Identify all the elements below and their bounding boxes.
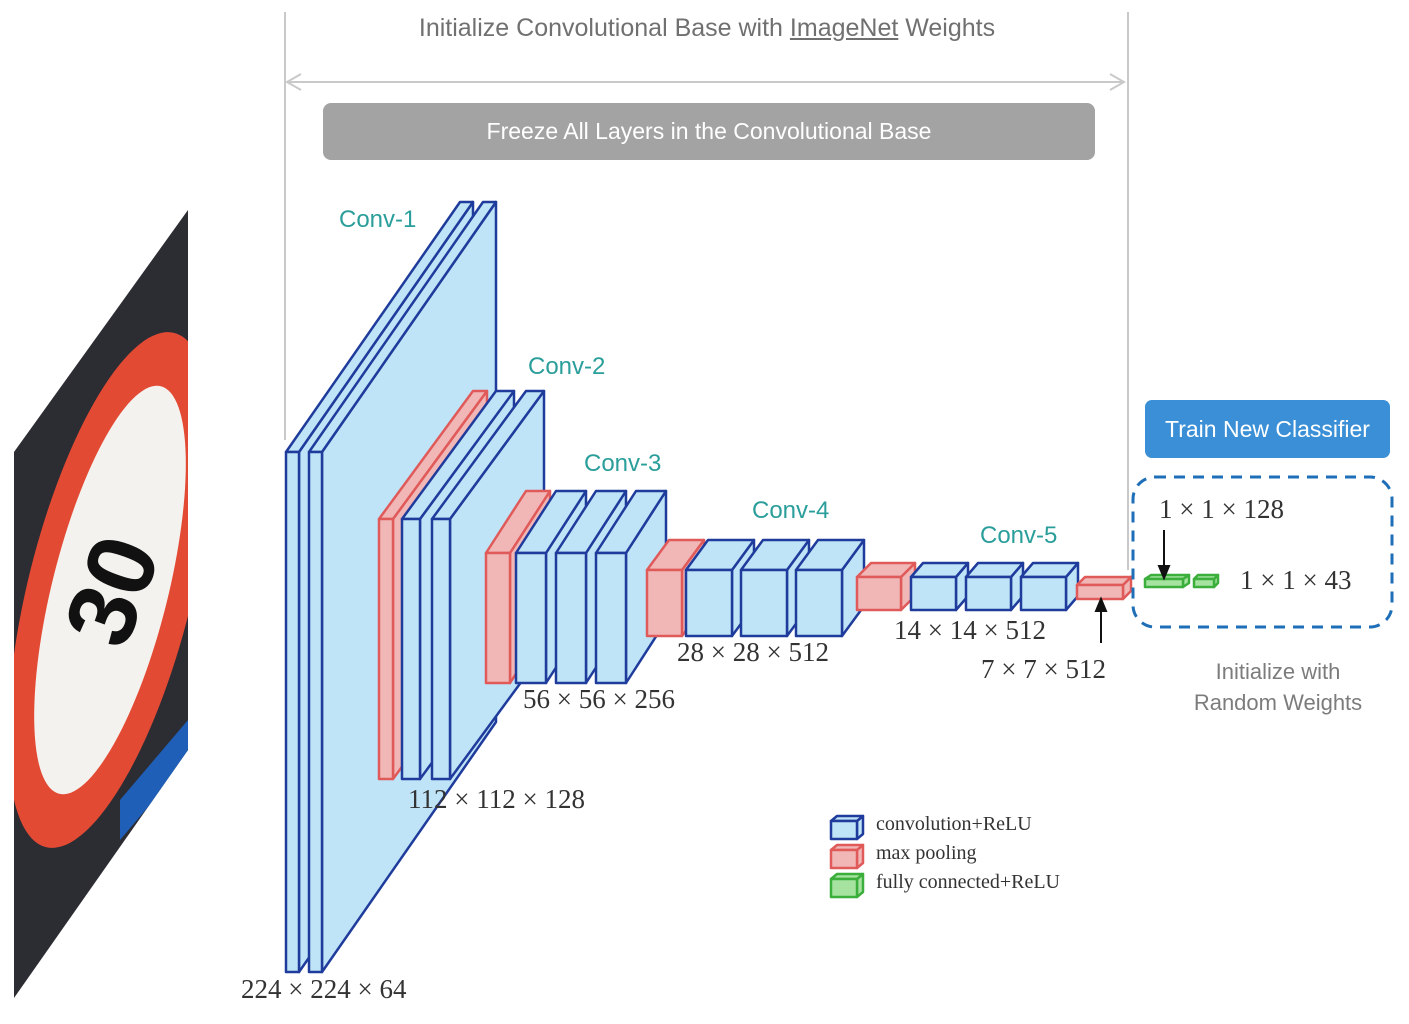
conv4-dim: 28 × 28 × 512 xyxy=(677,637,829,667)
fc1-pointer-arrow xyxy=(1157,530,1171,581)
top-title-pre: Initialize Convolutional Base with xyxy=(418,14,790,42)
pool4-layer xyxy=(855,561,917,612)
freeze-banner: Freeze All Layers in the Convolutional B… xyxy=(323,103,1095,160)
fc1-dim: 1 × 1 × 128 xyxy=(1159,494,1284,524)
legend-label-conv: convolution+ReLU xyxy=(876,813,1032,835)
imagenet-link: ImageNet xyxy=(789,14,899,42)
init-line2: Random Weights xyxy=(1193,690,1363,715)
pool5-layer xyxy=(1075,575,1133,601)
conv5-layer-1 xyxy=(909,561,970,612)
input-image: 30 xyxy=(14,210,188,998)
conv5-layer-3 xyxy=(1019,561,1080,612)
conv-base-bracket xyxy=(284,12,1129,570)
train-new-classifier-button[interactable]: Train New Classifier xyxy=(1145,400,1390,458)
legend-label-fc: fully connected+ReLU xyxy=(876,871,1060,893)
legend-swatch-pool xyxy=(829,843,865,870)
top-title: Initialize Convolutional Base with Image… xyxy=(286,14,1128,43)
conv2-dim: 112 × 112 × 128 xyxy=(408,784,585,814)
conv5-layer-2 xyxy=(964,561,1025,612)
pool5-pointer-arrow xyxy=(1094,596,1108,643)
fc2-dim: 1 × 1 × 43 xyxy=(1240,565,1352,595)
conv1-label: Conv-1 xyxy=(339,206,417,233)
fc1-layer xyxy=(1143,573,1191,589)
top-title-post: Weights xyxy=(898,14,996,42)
classifier-dashed-box xyxy=(1131,475,1394,629)
init-line1: Initialize with xyxy=(1215,659,1341,684)
legend-swatch-conv xyxy=(829,814,865,841)
conv3-label: Conv-3 xyxy=(584,450,662,477)
conv5-dim: 14 × 14 × 512 xyxy=(894,615,1046,645)
conv2-label: Conv-2 xyxy=(528,353,606,380)
conv5-label: Conv-5 xyxy=(980,522,1058,549)
conv1-dim: 224 × 224 × 64 xyxy=(241,974,407,1004)
init-random-weights-note: Initialize with Random Weights xyxy=(1168,656,1388,718)
legend-swatch-fc xyxy=(829,872,865,899)
conv4-label: Conv-4 xyxy=(752,497,830,524)
conv4-layer-3 xyxy=(794,538,866,638)
fc2-layer xyxy=(1192,573,1220,589)
pool5-dim: 7 × 7 × 512 xyxy=(981,654,1106,684)
conv3-dim: 56 × 56 × 256 xyxy=(523,684,675,714)
legend-label-pool: max pooling xyxy=(876,842,977,864)
